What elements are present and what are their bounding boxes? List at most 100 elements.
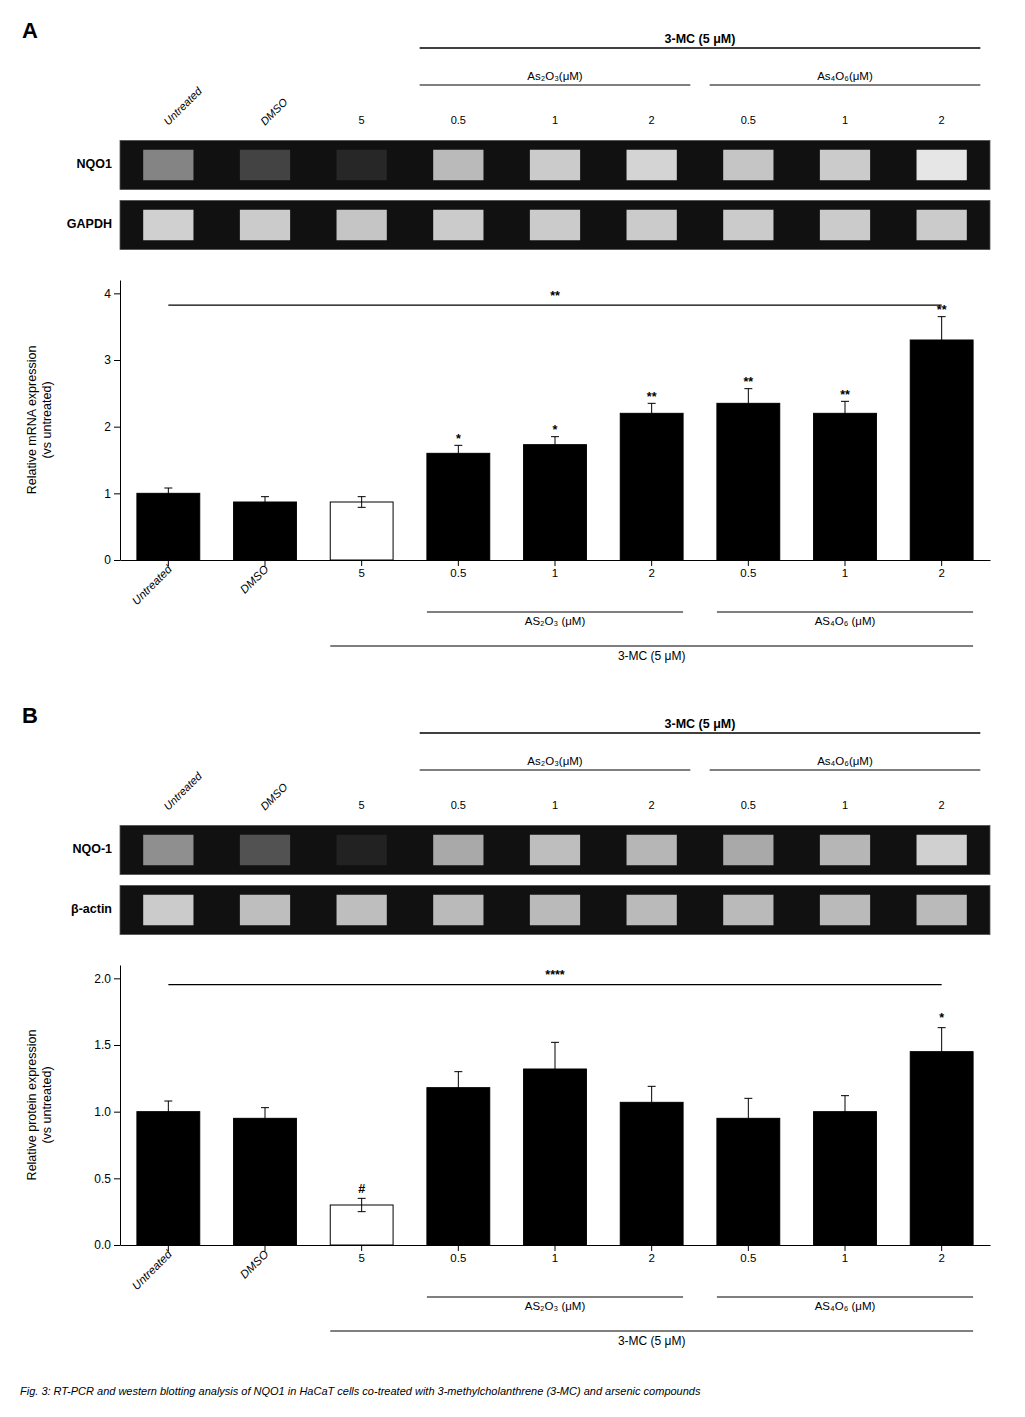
lane-label: 0.5	[451, 114, 466, 126]
lane-label: 2	[649, 114, 655, 126]
gel-band	[530, 895, 580, 926]
y-tick: 1.0	[94, 1105, 120, 1119]
bar	[524, 445, 587, 560]
bracket	[168, 305, 941, 306]
tick-mark	[845, 1245, 846, 1251]
group-line	[717, 1297, 973, 1298]
bar	[234, 502, 297, 560]
tick-mark	[114, 1045, 120, 1046]
lane-label: 0.5	[741, 799, 756, 811]
tick-mark	[651, 1245, 652, 1251]
tick-mark	[114, 1178, 120, 1179]
tick-mark	[941, 560, 942, 566]
tick-mark	[265, 1245, 266, 1251]
x-tick: 2	[938, 560, 944, 579]
gel-band	[337, 835, 387, 866]
tick-label: 2.0	[94, 972, 111, 986]
gel-band	[820, 835, 870, 866]
lane-label: DMSO	[258, 780, 290, 812]
bar	[330, 502, 393, 560]
row-label: β-actin	[71, 902, 112, 916]
x-tick: 5	[358, 560, 364, 579]
y-tick: 0.0	[94, 1238, 120, 1252]
tick-mark	[458, 560, 459, 566]
tick-mark	[845, 560, 846, 566]
significance-label: *	[939, 1011, 944, 1025]
gel-band	[530, 150, 580, 181]
gel-band	[337, 895, 387, 926]
lane-label: 0.5	[451, 799, 466, 811]
tick-label: Untreated	[130, 1247, 175, 1292]
group-label: As₄O₆(μM)	[817, 755, 873, 767]
tick-mark	[651, 560, 652, 566]
header-line	[420, 85, 691, 86]
x-tick: 1	[552, 1245, 558, 1264]
tick-label: 3	[104, 353, 111, 367]
y-tick: 4	[104, 287, 120, 301]
gel-row	[120, 825, 990, 874]
gel-band	[723, 835, 773, 866]
tick-mark	[114, 1245, 120, 1246]
tick-label: 2	[648, 1252, 654, 1264]
gel-band	[820, 895, 870, 926]
bar	[620, 1102, 683, 1245]
y-tick: 2	[104, 420, 120, 434]
y-tick: 2.0	[94, 972, 120, 986]
gel-band	[723, 210, 773, 241]
error-bar	[454, 1072, 462, 1104]
tick-label: 0	[104, 553, 111, 567]
tick-label: 0.5	[450, 1252, 466, 1264]
group-line	[427, 1297, 683, 1298]
x-tick: 2	[648, 1245, 654, 1264]
tick-label: 2	[938, 1252, 944, 1264]
group-line	[330, 646, 973, 647]
significance-label: *	[456, 432, 461, 446]
tick-label: DMSO	[238, 1248, 271, 1281]
tick-mark	[555, 560, 556, 566]
lane-label: Untreated	[161, 84, 204, 127]
x-tick: Untreated	[130, 560, 175, 607]
gel-band	[240, 895, 290, 926]
group-line	[427, 612, 683, 613]
group-label: AS₄O₆ (μM)	[815, 1300, 876, 1312]
x-tick: 0.5	[450, 1245, 466, 1264]
x-tick: DMSO	[238, 560, 271, 596]
tick-mark	[114, 560, 120, 561]
error-bar	[648, 403, 656, 423]
significance-label: **	[840, 388, 850, 402]
bar	[717, 403, 780, 560]
tick-label: 5	[358, 1252, 364, 1264]
y-tick: 1.5	[94, 1038, 120, 1052]
header-line	[420, 770, 691, 771]
tick-mark	[114, 493, 120, 494]
bar	[910, 340, 973, 560]
group-label: AS₄O₆ (μM)	[815, 615, 876, 627]
gel-band	[627, 895, 677, 926]
y-tick: 0.5	[94, 1172, 120, 1186]
group-label: 3-MC (5 μM)	[618, 649, 686, 663]
tick-label: 2	[648, 567, 654, 579]
y-axis: 0.0 0.5 1.0 1.5 2.0	[94, 966, 120, 1253]
row-label: GAPDH	[67, 217, 112, 231]
error-bar	[938, 317, 946, 364]
lane-label: 2	[649, 799, 655, 811]
error-bar	[744, 389, 752, 418]
gel-band	[917, 835, 967, 866]
group-label: As₂O₃(μM)	[527, 70, 583, 82]
header-line	[710, 770, 981, 771]
figure: AUntreatedDMSO50.5120.512As₂O₃(μM)As₄O₆(…	[0, 0, 1025, 1417]
error-bar	[551, 437, 559, 453]
error-bar	[744, 1098, 752, 1138]
gel-band	[433, 835, 483, 866]
tick-mark	[114, 293, 120, 294]
bar-panel: 0.00.51.01.52.0Relative protein expressi…	[25, 966, 991, 1348]
tick-label: 0.5	[94, 1172, 111, 1186]
group-label: 3-MC (5 μM)	[665, 32, 736, 46]
error-bar	[551, 1042, 559, 1095]
gel-row	[120, 140, 990, 189]
gel-band	[433, 150, 483, 181]
gel-panel: BUntreatedDMSO50.5120.512As₂O₃(μM)As₄O₆(…	[22, 703, 990, 935]
tick-mark	[458, 1245, 459, 1251]
gel-band	[433, 210, 483, 241]
tick-mark	[748, 1245, 749, 1251]
